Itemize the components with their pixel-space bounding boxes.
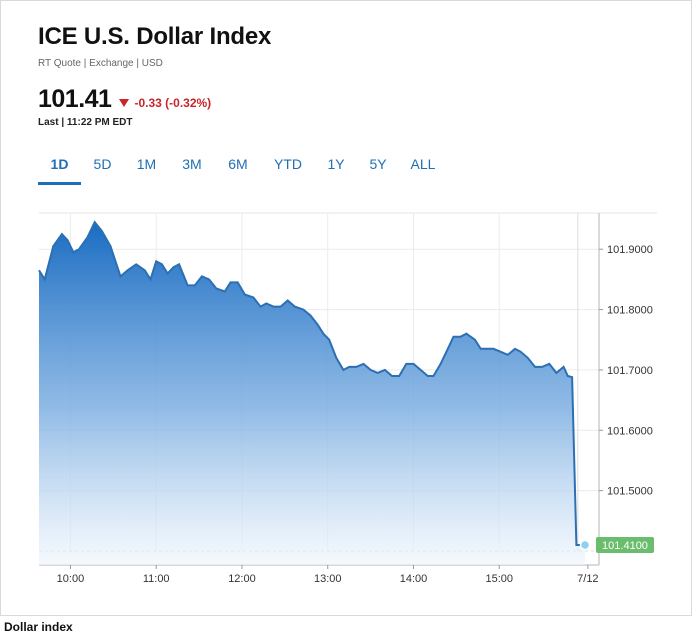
price-chart: 101.5000 101.6000 101.7000 101.8000 101.9000…	[38, 212, 657, 585]
y-tick-label: 101.7000	[607, 365, 653, 377]
y-tick-label: 101.5000	[607, 486, 653, 498]
price-line	[38, 220, 585, 546]
price-row: 101.41 -0.33 (-0.32%)	[38, 85, 211, 114]
x-tick-label: 12:00	[228, 573, 256, 585]
x-tick-label: 14:00	[400, 573, 428, 585]
page-title: ICE U.S. Dollar Index	[38, 23, 272, 50]
current-value-label: 101.4100	[602, 540, 648, 552]
current-point	[579, 539, 591, 551]
x-tick-label: 13:00	[314, 573, 342, 585]
quote-subtitle: RT Quote | Exchange | USD	[38, 58, 163, 69]
down-arrow-icon	[119, 99, 130, 107]
y-axis: 101.5000 101.6000 101.7000 101.8000 101.9000	[599, 244, 653, 498]
tab-1m[interactable]: 1M	[136, 156, 157, 172]
x-tick-label: 10:00	[57, 573, 85, 585]
x-axis: 10:00 11:00 12:00 13:00 14:00 15:00 7/12	[57, 565, 599, 585]
current-value-badge	[596, 536, 654, 553]
last-updated: Last | 11:22 PM EDT	[38, 117, 133, 128]
tab-1d[interactable]: 1D	[38, 154, 81, 185]
tab-1y[interactable]: 1Y	[327, 156, 345, 172]
y-tick-label: 101.9000	[607, 244, 653, 256]
image-caption: Dollar index	[4, 620, 73, 634]
tab-3m[interactable]: 3M	[182, 156, 202, 172]
quote-card: ICE U.S. Dollar Index RT Quote | Exchang…	[0, 0, 692, 616]
x-tick-label: 11:00	[143, 573, 170, 585]
price-change-value: -0.33 (-0.32%)	[134, 96, 212, 110]
last-price: 101.41	[38, 85, 112, 113]
price-change: -0.33 (-0.32%)	[119, 96, 211, 110]
y-tick-label: 101.8000	[607, 305, 653, 317]
current-value-marker: 101.4100	[579, 536, 654, 553]
tab-6m[interactable]: 6M	[228, 156, 248, 172]
tab-all[interactable]: ALL	[410, 156, 436, 172]
tab-ytd[interactable]: YTD	[274, 156, 302, 172]
x-tick-label: 15:00	[485, 573, 513, 585]
chart-grid	[39, 212, 657, 566]
tab-5y[interactable]: 5Y	[369, 156, 387, 172]
range-tabs: 1D 5D 1M 3M 6M YTD 1Y 5Y ALL	[38, 154, 447, 185]
tab-5d[interactable]: 5D	[93, 156, 112, 172]
y-tick-label: 101.6000	[607, 425, 653, 437]
price-area	[39, 222, 585, 565]
x-tick-label: 7/12	[577, 573, 598, 585]
